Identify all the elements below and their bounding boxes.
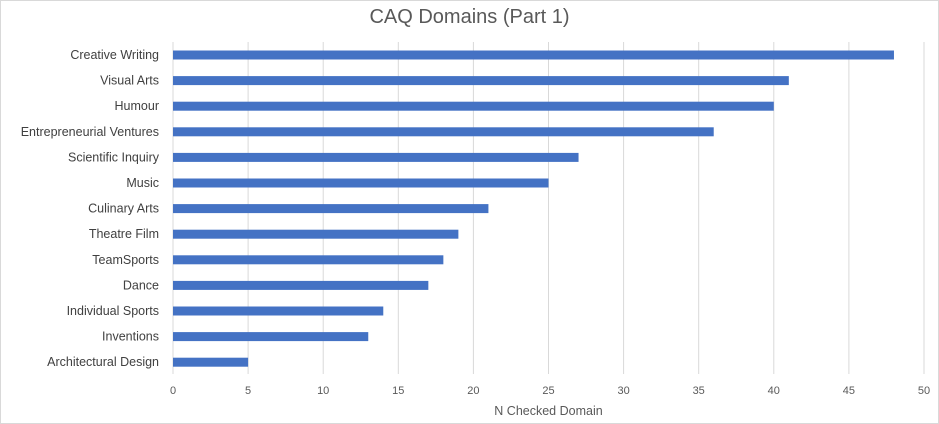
x-tick-label: 20	[467, 385, 479, 397]
category-label: Scientific Inquiry	[68, 150, 160, 164]
bar	[173, 50, 894, 60]
x-axis-title: N Checked Domain	[494, 404, 602, 418]
bar	[173, 306, 384, 316]
x-tick-label: 35	[693, 385, 705, 397]
category-label: Entrepreneurial Ventures	[21, 125, 159, 139]
gridlines	[172, 42, 925, 374]
bars	[173, 50, 894, 367]
category-label: Visual Arts	[100, 74, 159, 88]
chart-title: CAQ Domains (Part 1)	[369, 6, 570, 28]
bar	[173, 280, 429, 290]
x-tick-label: 10	[317, 385, 329, 397]
category-labels: Creative Writing Visual Arts Humour Entrepr…	[21, 48, 160, 369]
x-tick-label: 15	[392, 385, 404, 397]
x-tick-label: 40	[768, 385, 780, 397]
category-label: Music	[126, 176, 159, 190]
bar	[173, 229, 459, 239]
bar	[173, 332, 369, 342]
bar	[173, 178, 549, 188]
x-tick-label: 0	[170, 385, 176, 397]
category-label: Humour	[115, 99, 159, 113]
category-label: Architectural Design	[47, 355, 159, 369]
category-label: Culinary Arts	[88, 202, 159, 216]
category-label: Individual Sports	[67, 304, 159, 318]
bar	[173, 101, 774, 111]
category-label: Inventions	[102, 330, 159, 344]
category-label: Creative Writing	[70, 48, 159, 62]
x-tick-label: 45	[843, 385, 855, 397]
x-tick-label: 5	[245, 385, 251, 397]
category-label: TeamSports	[92, 253, 159, 267]
bar	[173, 127, 714, 137]
bar	[173, 357, 249, 367]
x-tick-labels: 0 5 10 15 20 25 30 35 40 45 50	[170, 385, 930, 397]
bar	[173, 255, 444, 265]
category-label: Dance	[123, 278, 159, 292]
x-tick-label: 50	[918, 385, 930, 397]
bar	[173, 204, 489, 214]
bar	[173, 152, 579, 162]
x-tick-label: 25	[542, 385, 554, 397]
x-tick-label: 30	[617, 385, 629, 397]
category-label: Theatre Film	[89, 227, 159, 241]
bar	[173, 76, 789, 86]
